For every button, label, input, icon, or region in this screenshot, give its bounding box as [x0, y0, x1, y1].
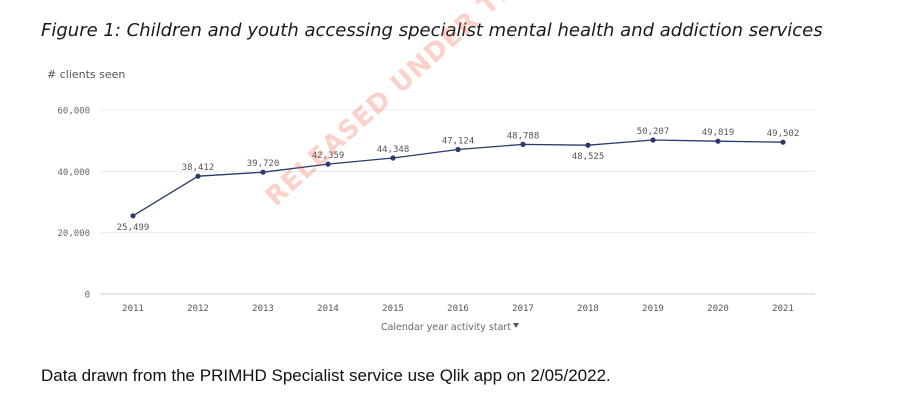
data-label: 44,348 [377, 145, 410, 155]
data-point[interactable] [325, 161, 331, 167]
x-tick-label: 2016 [447, 304, 469, 314]
y-axis-ticks: 0 20,000 40,000 60,000 [57, 107, 90, 301]
data-point[interactable] [780, 139, 786, 145]
y-tick-label: 20,000 [57, 229, 90, 239]
data-label: 39,720 [247, 159, 280, 169]
data-label: 47,124 [442, 136, 475, 146]
x-axis-ticks: 2011 2012 2013 2014 2015 2016 2017 2018 2019 2020… [122, 304, 794, 314]
dropdown-arrow-icon[interactable] [513, 323, 519, 328]
x-tick-label: 2018 [577, 304, 599, 314]
x-tick-label: 2015 [382, 304, 404, 314]
x-tick-label: 2017 [512, 304, 534, 314]
x-tick-label: 2019 [642, 304, 664, 314]
data-point[interactable] [195, 173, 201, 179]
data-point[interactable] [260, 169, 266, 175]
data-point[interactable] [585, 142, 591, 148]
data-points [130, 137, 786, 219]
data-label: 48,788 [507, 131, 540, 141]
data-label: 49,502 [767, 129, 800, 139]
x-axis-label[interactable]: Calendar year activity start [381, 322, 511, 333]
data-point[interactable] [650, 137, 656, 143]
x-tick-label: 2021 [772, 304, 794, 314]
data-point[interactable] [455, 146, 461, 153]
y-axis-label: # clients seen [47, 68, 125, 81]
x-axis-title-group[interactable]: Calendar year activity start [381, 322, 519, 333]
y-tick-label: 0 [85, 291, 90, 301]
data-point[interactable] [130, 213, 136, 219]
x-tick-label: 2020 [707, 304, 729, 314]
data-point[interactable] [715, 138, 721, 144]
gridlines [100, 109, 815, 295]
y-tick-label: 40,000 [57, 168, 90, 178]
figure-title: Figure 1: Children and youth accessing s… [41, 20, 823, 41]
x-tick-label: 2012 [187, 304, 209, 314]
data-point[interactable] [390, 155, 396, 161]
data-point[interactable] [520, 141, 526, 147]
data-label: 25,499 [117, 223, 150, 233]
data-label: 50,207 [637, 127, 670, 137]
y-tick-label: 60,000 [57, 107, 90, 117]
x-tick-label: 2014 [317, 304, 339, 314]
x-tick-label: 2013 [252, 304, 274, 314]
data-label: 49,819 [702, 128, 735, 138]
footnote: Data drawn from the PRIMHD Specialist se… [41, 366, 611, 385]
data-labels: 25,499 38,412 39,720 42,359 44,348 47,124 48,7… [117, 127, 800, 233]
data-label: 42,359 [312, 151, 345, 161]
data-label: 38,412 [182, 163, 215, 173]
data-label: 48,525 [572, 152, 605, 162]
x-tick-label: 2011 [122, 304, 144, 314]
